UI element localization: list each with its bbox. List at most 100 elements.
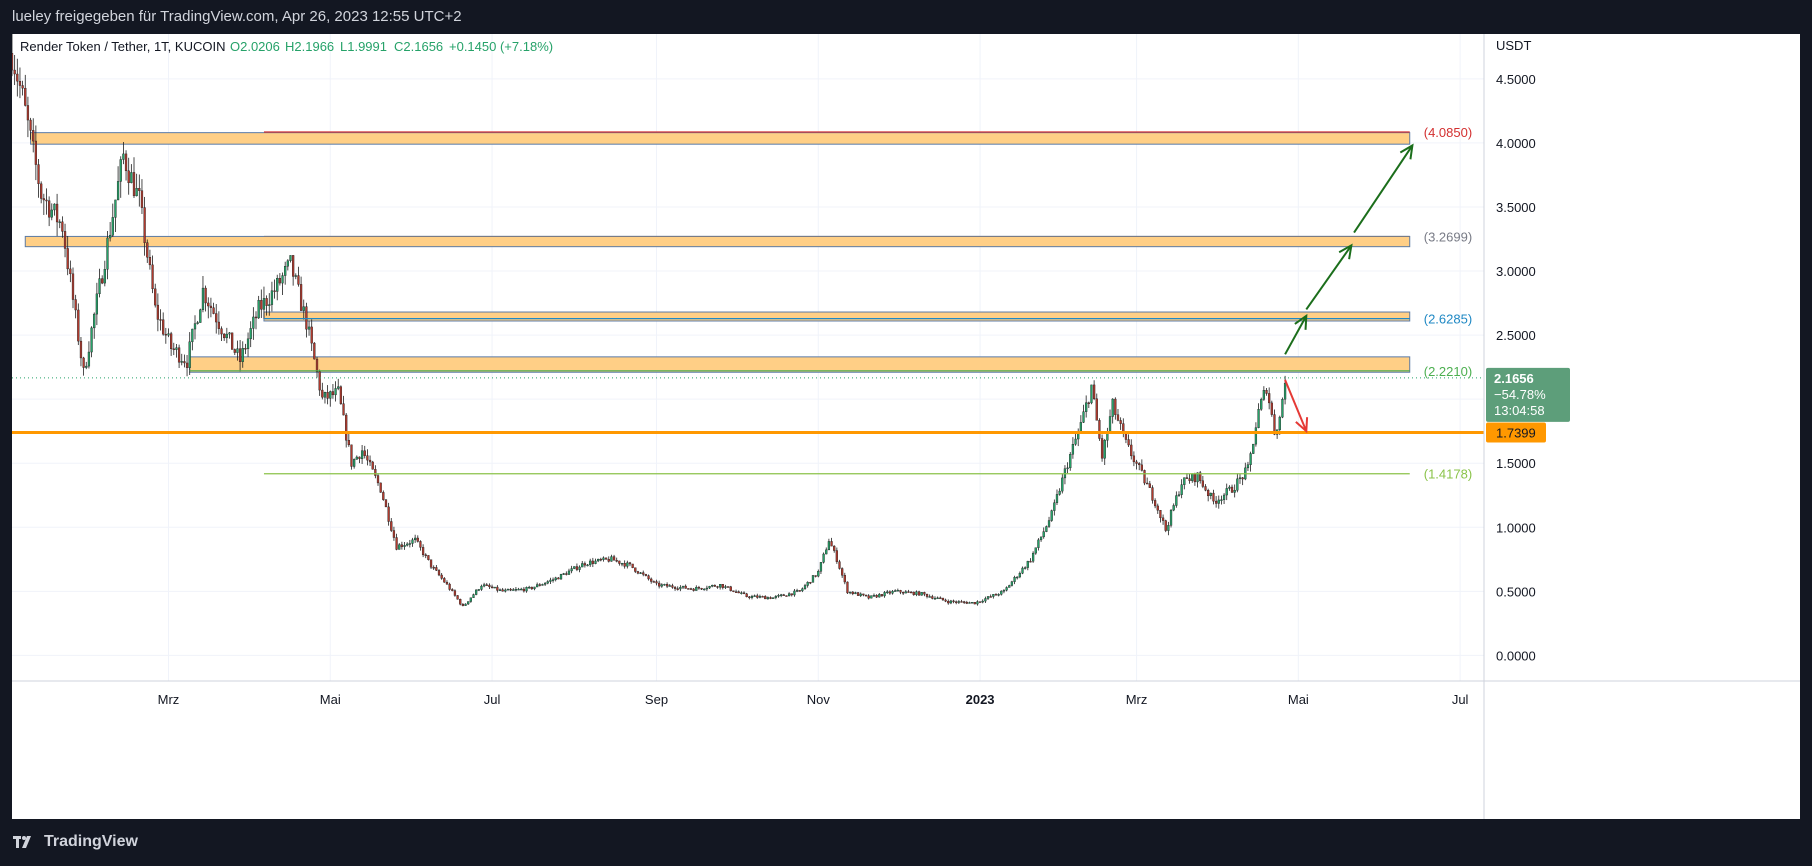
- candle-body: [567, 570, 571, 575]
- candle-body: [1095, 398, 1098, 421]
- x-tick-label: 2023: [966, 692, 995, 707]
- candle-body: [756, 595, 759, 598]
- candle-body: [24, 87, 27, 106]
- candle-body: [602, 557, 605, 560]
- projection-arrow-head: [1338, 243, 1353, 260]
- candle-body: [1191, 473, 1194, 481]
- candle-body: [1037, 539, 1040, 548]
- candle-body: [989, 596, 992, 598]
- candle-body: [1246, 464, 1250, 469]
- candle-body: [708, 586, 711, 589]
- x-tick-label: Mrz: [158, 692, 180, 707]
- candle-body: [599, 558, 602, 561]
- price-chart[interactable]: 4.50004.00003.50003.00002.50002.00001.50…: [10, 33, 1800, 819]
- candle-body: [575, 566, 579, 570]
- candle-body: [618, 560, 621, 564]
- candle-body: [620, 563, 624, 565]
- candle-body: [1201, 480, 1204, 487]
- candle-body: [493, 586, 496, 589]
- candle-body: [557, 577, 560, 580]
- x-tick-label: Jul: [484, 692, 501, 707]
- candle-body: [917, 591, 921, 596]
- candle-body: [292, 255, 295, 277]
- candle-body: [1169, 509, 1173, 526]
- candle-body: [848, 591, 852, 594]
- candle-body: [1031, 552, 1035, 562]
- candle-body: [594, 560, 597, 564]
- legend-change: +0.1450 (+7.18%): [449, 39, 553, 54]
- candle-body: [843, 575, 846, 583]
- candle-body: [854, 592, 857, 595]
- x-tick-label: Nov: [807, 692, 831, 707]
- candle-body: [1151, 487, 1154, 501]
- candle-body: [1257, 409, 1260, 428]
- candle-body: [700, 588, 703, 590]
- candle-body: [18, 80, 22, 86]
- tradingview-brand[interactable]: TradingView: [12, 832, 138, 852]
- candle-body: [95, 293, 99, 315]
- candle-body: [764, 596, 767, 600]
- candle-body: [93, 313, 96, 329]
- candle-body: [915, 591, 918, 595]
- candle-body: [650, 578, 653, 582]
- candle-body: [1061, 477, 1064, 492]
- candle-body: [162, 319, 165, 335]
- candle-body: [379, 482, 382, 493]
- candle-body: [127, 170, 130, 184]
- candle-body: [830, 541, 833, 547]
- candle-body: [284, 266, 287, 276]
- candle-body: [496, 586, 499, 591]
- candle-body: [689, 588, 693, 590]
- candle-body: [32, 130, 35, 142]
- candle-body: [997, 594, 1000, 596]
- candle-body: [191, 328, 194, 343]
- candle-body: [146, 242, 149, 258]
- y-tick-label: 3.5000: [1496, 200, 1536, 215]
- y-tick-label: 1.0000: [1496, 520, 1536, 535]
- candle-body: [1260, 399, 1263, 410]
- candle-body: [366, 455, 369, 461]
- candle-body: [501, 589, 504, 592]
- candle-body: [973, 602, 976, 605]
- candle-body: [1098, 420, 1101, 439]
- candle-body: [355, 456, 358, 460]
- candle-body: [530, 586, 533, 590]
- candle-body: [353, 459, 356, 467]
- candle-body: [265, 298, 268, 306]
- candle-body: [1053, 502, 1056, 511]
- candle-body: [846, 581, 849, 594]
- candle-body: [981, 600, 984, 603]
- candle-body: [928, 596, 931, 598]
- candle-body: [1175, 495, 1178, 506]
- candle-body: [1079, 422, 1082, 432]
- candle-body: [1254, 427, 1258, 445]
- candle-body: [345, 414, 348, 441]
- candle-body: [960, 601, 963, 603]
- chart-frame[interactable]: 4.50004.00003.50003.00002.50002.00001.50…: [10, 33, 1800, 819]
- candle-body: [867, 595, 870, 599]
- candle-body: [809, 581, 812, 584]
- candle-body: [254, 316, 258, 319]
- candle-body: [1135, 461, 1138, 464]
- candle-body: [1236, 478, 1239, 491]
- projection-arrow: [1284, 315, 1308, 355]
- y-tick-label: 3.0000: [1496, 264, 1536, 279]
- candle-body: [1034, 547, 1037, 554]
- candle-body: [201, 287, 205, 310]
- candle-body: [467, 601, 470, 605]
- candle-body: [212, 307, 215, 314]
- candle-body: [1013, 577, 1016, 582]
- candle-body: [1148, 483, 1151, 488]
- candle-body: [48, 200, 51, 218]
- candle-body: [536, 584, 539, 588]
- y-tick-label: 2.5000: [1496, 328, 1536, 343]
- candle-body: [578, 566, 581, 570]
- candle-body: [841, 568, 844, 576]
- candle-body: [1100, 438, 1104, 459]
- candle-body: [1222, 494, 1226, 500]
- candle-body: [103, 269, 106, 284]
- candle-body: [1185, 477, 1189, 479]
- candle-body: [912, 591, 915, 595]
- candle-body: [1132, 455, 1136, 463]
- candle-body: [772, 597, 775, 599]
